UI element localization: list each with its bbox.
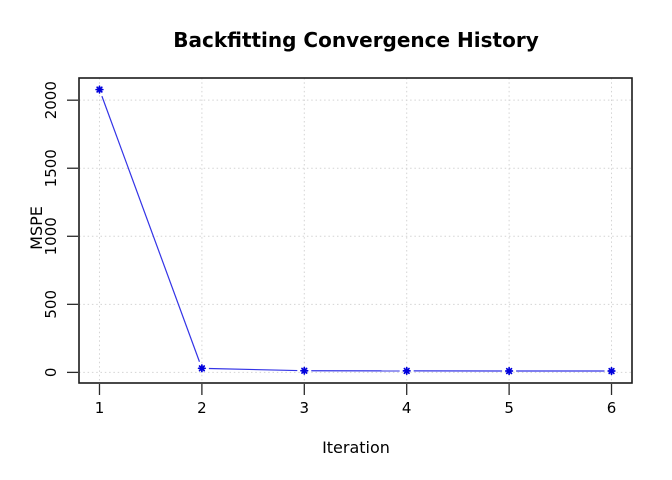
data-point-iter2 xyxy=(197,364,207,373)
x-tick-label-2: 2 xyxy=(197,399,207,417)
plot-box xyxy=(78,77,633,384)
data-point-iter3 xyxy=(300,366,309,375)
data-series xyxy=(95,85,616,376)
marker-spoke xyxy=(301,367,308,374)
marker-spoke xyxy=(608,367,615,375)
y-tick-label-2000: 2000 xyxy=(42,81,60,119)
x-tick-label-1: 1 xyxy=(95,399,105,417)
axis-tick-labels: 1 2 3 4 5 6 0 500 1000 1500 2000 xyxy=(42,81,616,417)
y-tick-label-1500: 1500 xyxy=(42,149,60,187)
marker-spoke xyxy=(96,86,103,93)
x-tick-label-3: 3 xyxy=(300,399,310,417)
data-point-iter6 xyxy=(607,366,616,376)
y-tick-label-1000: 1000 xyxy=(42,217,60,255)
axis-ticks xyxy=(67,99,613,395)
data-point-iter4 xyxy=(402,366,411,376)
data-point-iter5 xyxy=(504,366,514,376)
series-segment-2 xyxy=(208,367,298,372)
y-tick-label-500: 500 xyxy=(42,290,60,319)
plot-box-border xyxy=(78,77,633,384)
y-axis-label: MSPE xyxy=(27,206,46,250)
marker-spoke xyxy=(505,367,513,375)
chart-title: Backfitting Convergence History xyxy=(173,28,539,52)
series-segment-1 xyxy=(101,95,201,362)
y-tick-label-0: 0 xyxy=(42,368,60,378)
x-tick-label-4: 4 xyxy=(402,399,412,417)
data-point-iter1 xyxy=(95,85,104,94)
marker-spoke xyxy=(198,365,206,372)
marker-spoke xyxy=(403,367,410,375)
x-tick-label-5: 5 xyxy=(504,399,514,417)
x-tick-label-6: 6 xyxy=(607,399,617,417)
x-axis-label: Iteration xyxy=(322,438,390,457)
gridlines xyxy=(79,78,632,383)
